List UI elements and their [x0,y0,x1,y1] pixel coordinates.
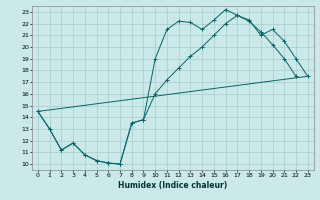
X-axis label: Humidex (Indice chaleur): Humidex (Indice chaleur) [118,181,228,190]
